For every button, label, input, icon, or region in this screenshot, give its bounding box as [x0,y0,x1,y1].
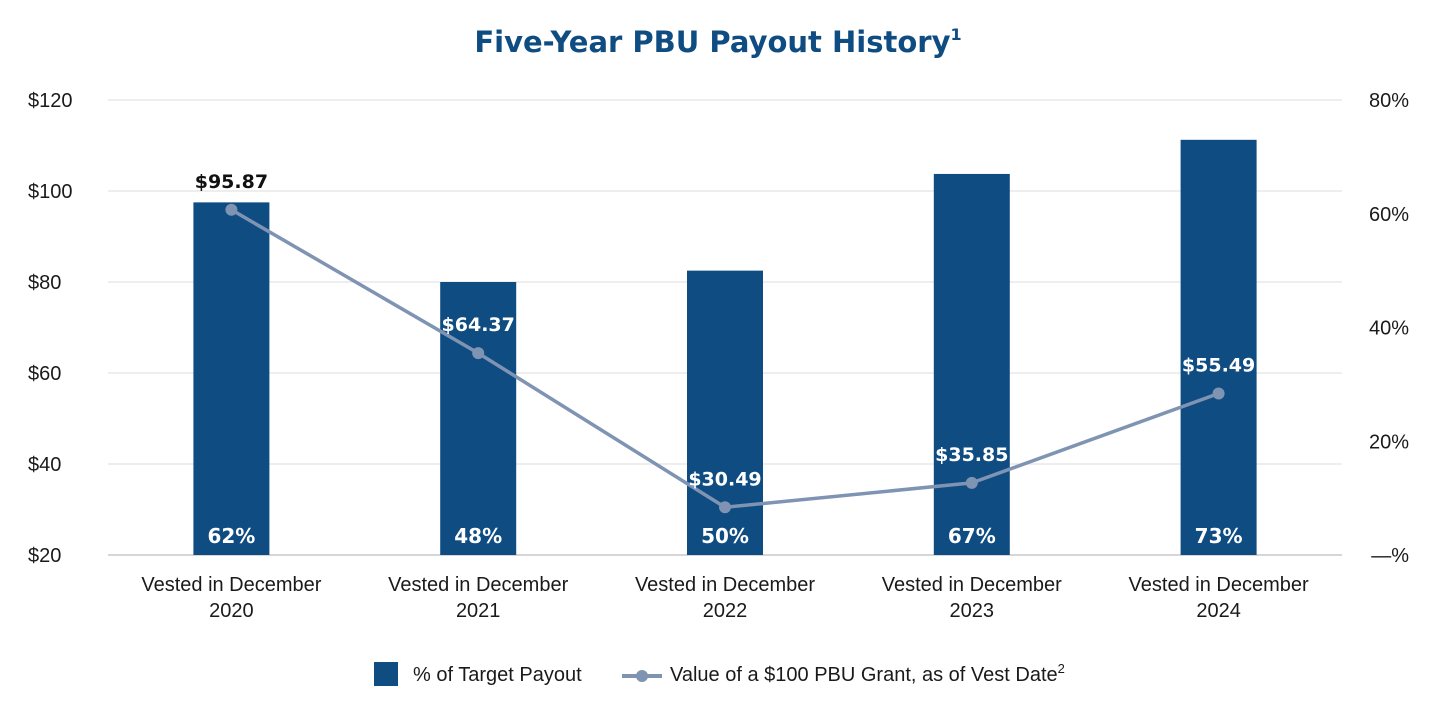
category-label: Vested in December 2023 [882,574,1062,622]
legend-bar-label: % of Target Payout [413,664,582,686]
right-tick-label: 60% [1369,204,1409,226]
data-point [965,476,978,489]
bar-value-label: 73% [1195,524,1243,548]
point-value-label: $35.85 [935,444,1008,466]
bar [193,202,270,555]
left-tick-label: $80 [28,272,61,294]
data-point [719,501,731,514]
legend: % of Target Payout Value of a $100 PBU G… [374,661,1065,686]
legend-line-marker [636,670,648,682]
chart-title-superscript: 1 [950,25,961,44]
bar-value-label: 62% [207,524,255,548]
left-axis: $20 $40 $60 $80 $100 $120 [28,90,73,567]
x-axis: Vested in December 2020 Vested in December… [141,574,1309,622]
category-label: Vested in December 2024 [1129,574,1309,622]
right-tick-label: 80% [1369,90,1409,112]
line-series: $95.87 $64.37 $30.49 $35.85 $55.49 [195,171,1255,514]
point-value-label: $30.49 [688,468,761,490]
chart-title: Five-Year PBU Payout History1 [474,25,961,59]
right-tick-label: —% [1371,545,1409,567]
data-point [472,347,485,360]
left-tick-label: $40 [28,454,61,476]
bar-value-label: 67% [948,524,996,548]
bar-series: 62% 48% 50% 67% 73% [193,139,1257,555]
bar-value-label: 50% [701,524,749,548]
right-tick-label: 20% [1369,431,1409,453]
category-label: Vested in December 2020 [141,574,321,622]
legend-line-label: Value of a $100 PBU Grant, as of Vest Da… [670,661,1065,686]
data-point [225,203,238,216]
point-value-label: $64.37 [442,314,515,336]
category-label: Vested in December 2021 [388,574,568,622]
bar [933,173,1010,555]
right-axis: —% 20% 40% 60% 80% [1369,90,1409,567]
point-value-label: $95.87 [195,171,268,193]
point-value-label: $55.49 [1182,355,1255,377]
right-tick-label: 40% [1369,318,1409,340]
data-point [1212,387,1225,400]
legend-line-superscript: 2 [1058,661,1065,676]
left-tick-label: $60 [28,363,61,385]
left-tick-label: $20 [28,545,61,567]
category-label: Vested in December 2022 [635,574,815,622]
legend-line-label-text: Value of a $100 PBU Grant, as of Vest Da… [670,664,1058,686]
chart-title-text: Five-Year PBU Payout History [474,25,950,59]
legend-bar-swatch [374,662,398,686]
left-tick-label: $120 [28,90,73,112]
bar [1180,139,1257,555]
bar-value-label: 48% [454,524,502,548]
left-tick-label: $100 [28,181,73,203]
bar [440,282,517,555]
